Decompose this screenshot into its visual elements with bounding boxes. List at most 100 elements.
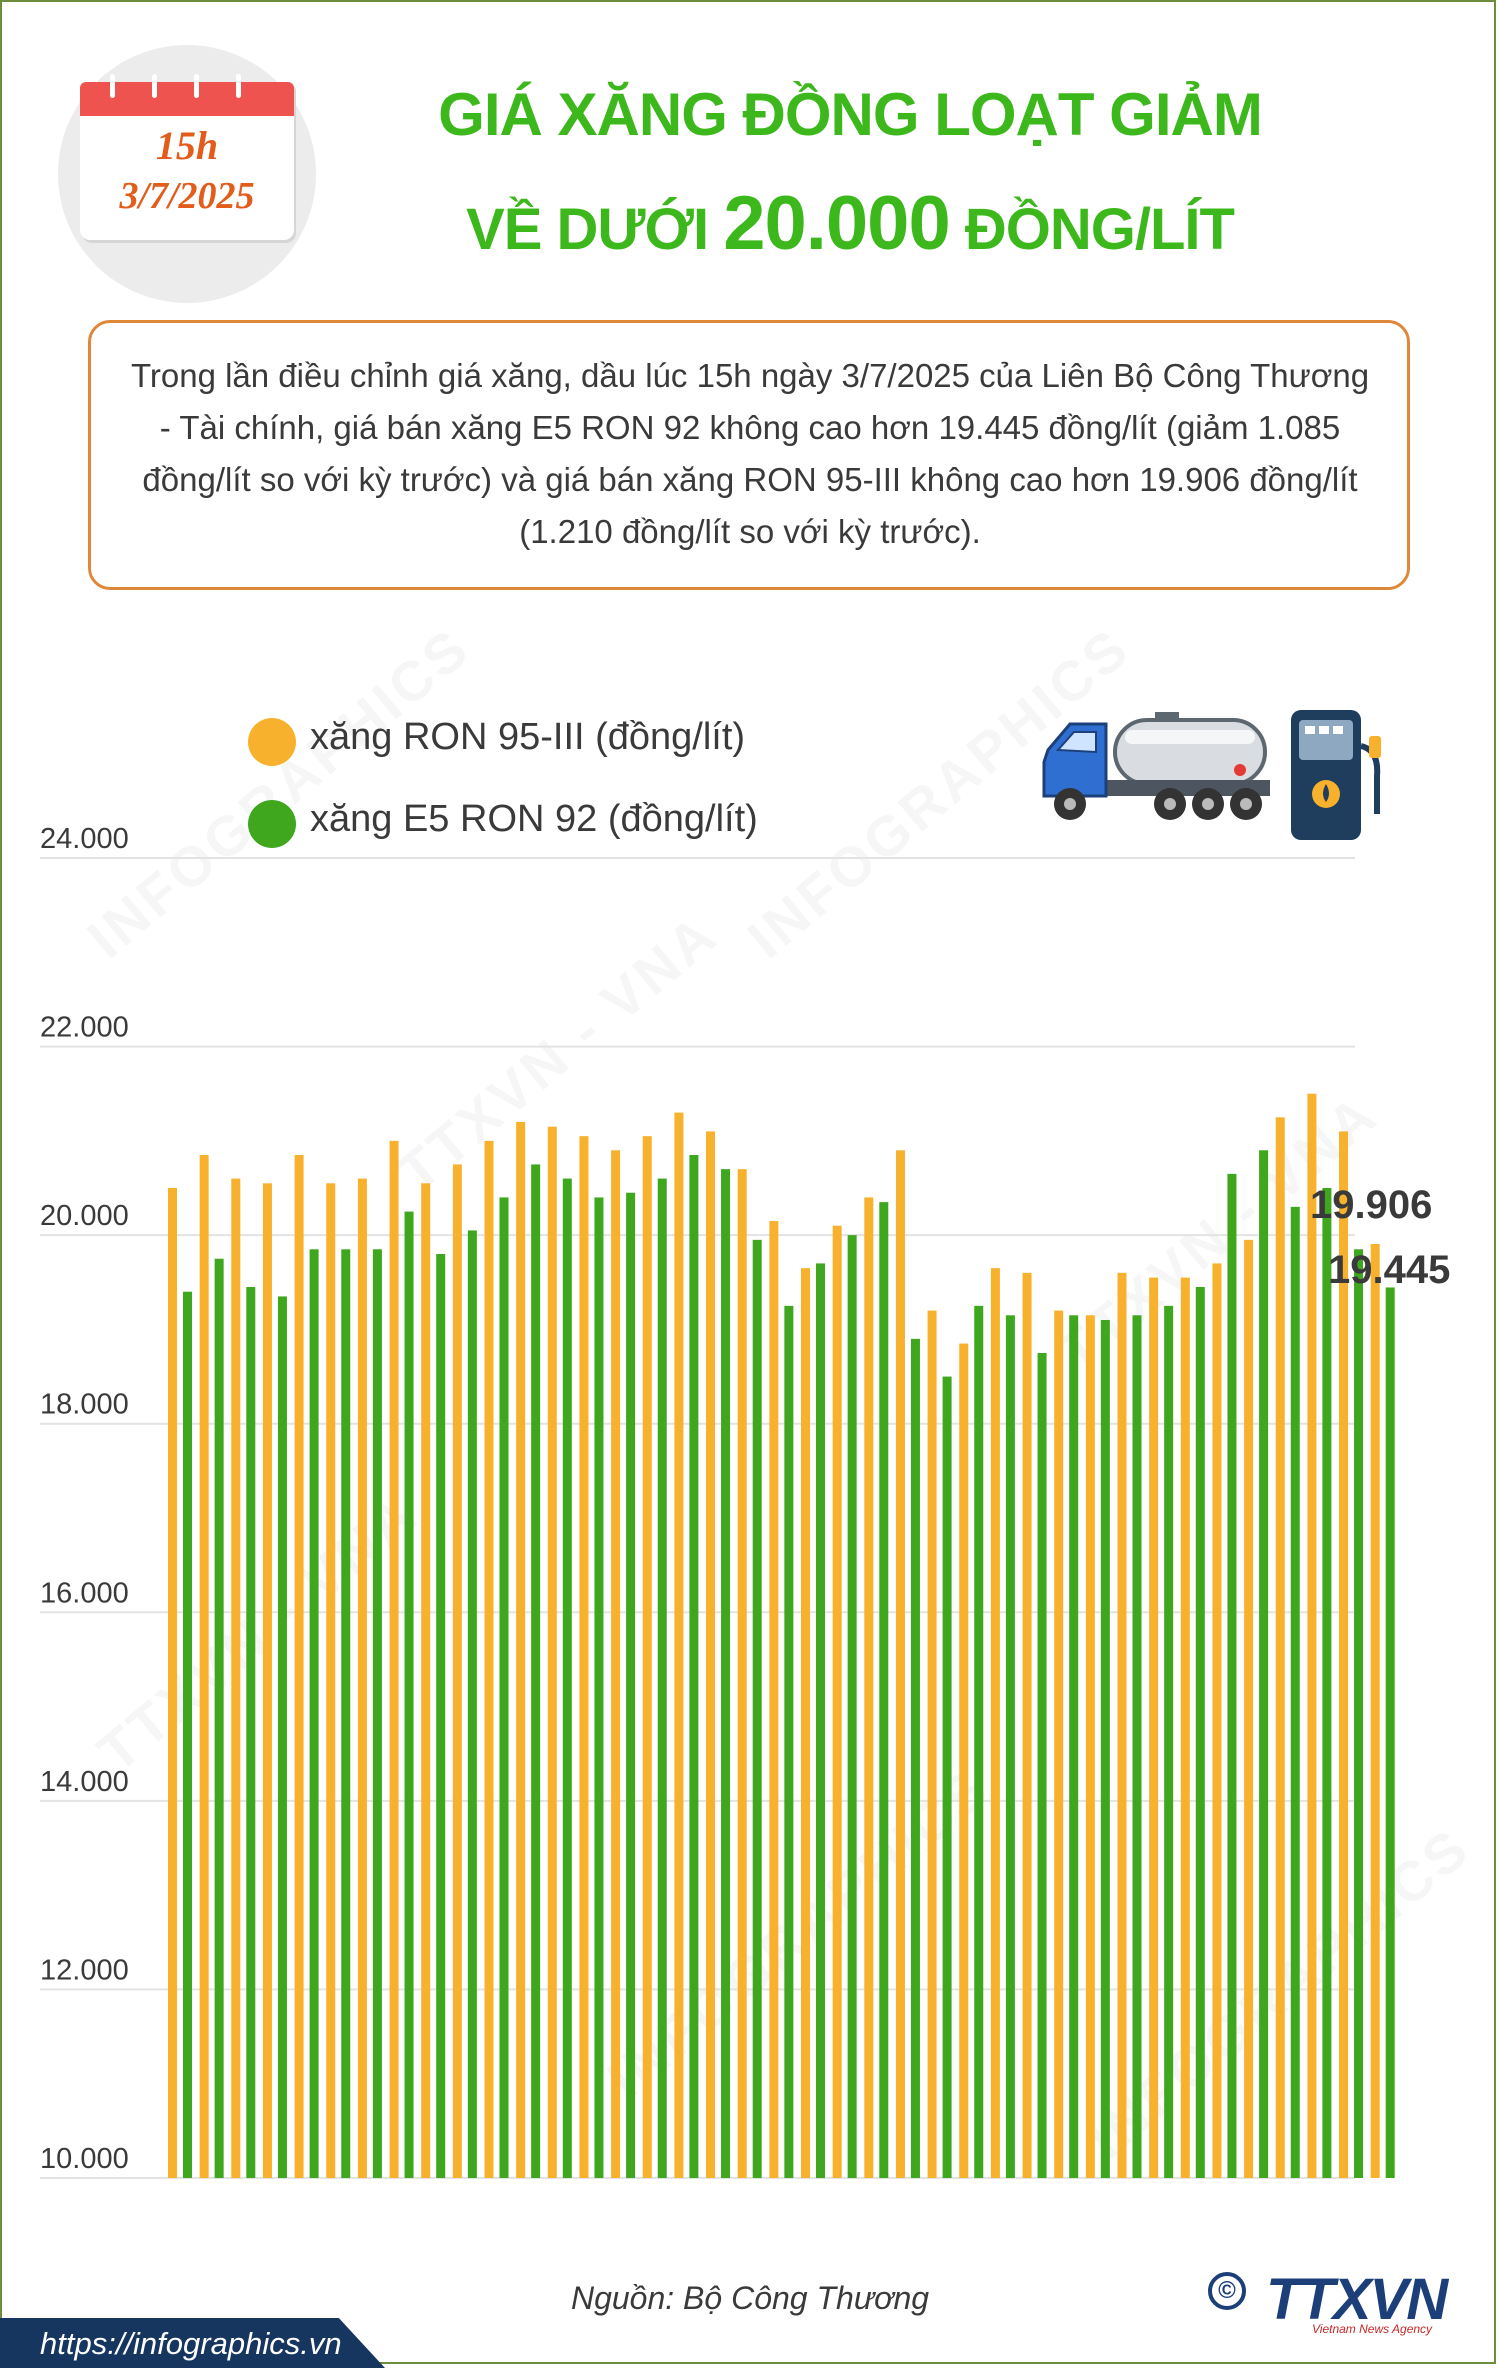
bar-ron95 <box>326 1183 336 2178</box>
bar-e5 <box>689 1155 699 2178</box>
bar-ron95 <box>231 1178 241 2178</box>
bar-ron95 <box>1212 1263 1222 2178</box>
y-tick-label: 22.000 <box>40 1012 129 1044</box>
bar-ron95 <box>706 1131 716 2178</box>
bar-ron95 <box>484 1140 494 2178</box>
bar-e5 <box>1290 1206 1300 2178</box>
bar-e5 <box>531 1164 541 2178</box>
bar-e5 <box>467 1230 477 2178</box>
bar-ron95 <box>674 1112 684 2178</box>
bar-e5 <box>1227 1173 1237 2178</box>
calendar-icon: 15h 3/7/2025 <box>80 74 294 240</box>
bar-e5 <box>404 1211 414 2178</box>
bar-ron95 <box>895 1150 905 2178</box>
bar-e5 <box>879 1202 889 2178</box>
url-bar <box>0 2318 385 2368</box>
legend-swatch-ron95 <box>248 718 296 766</box>
bar-ron95 <box>990 1268 1000 2178</box>
bar-ron95 <box>199 1155 209 2178</box>
bar-ron95 <box>1307 1093 1317 2178</box>
subtitle-prefix: VỀ DƯỚI <box>466 197 709 262</box>
bar-ron95 <box>832 1225 842 2178</box>
bar-e5 <box>341 1249 351 2178</box>
subtitle-number: 20.000 <box>723 181 950 266</box>
subtitle-suffix: ĐỒNG/LÍT <box>964 197 1235 262</box>
bar-e5 <box>1322 1188 1332 2178</box>
copyright-icon: © <box>1208 2272 1246 2310</box>
bar-ron95 <box>801 1268 810 2178</box>
bar-ron95 <box>294 1155 304 2178</box>
legend-swatch-e5 <box>248 800 296 848</box>
bar-e5 <box>1069 1315 1079 2178</box>
end-label-e5: 19.445 <box>1328 1248 1450 1292</box>
price-bar-chart: 10.000 12.000 14.000 16.000 18.000 20.000 22.0… <box>40 823 1450 2179</box>
bar-ron95 <box>1054 1310 1064 2178</box>
bar-ron95 <box>642 1136 652 2178</box>
bar-e5 <box>1037 1353 1047 2178</box>
summary-box <box>88 320 1410 590</box>
bar-e5 <box>626 1192 636 2178</box>
source-note: Nguồn: Bộ Công Thương <box>570 2280 930 2316</box>
bar-e5 <box>1354 1249 1364 2178</box>
summary-text: Trong lần điều chỉnh giá xăng, dầu lúc 1… <box>130 357 1370 550</box>
fuel-pump-icon <box>1291 710 1381 840</box>
bar-ron95 <box>547 1126 557 2178</box>
bar-ron95 <box>579 1136 589 2178</box>
bar-ron95 <box>1149 1277 1159 2178</box>
bar-ron95 <box>168 1188 177 2178</box>
bar-ron95 <box>452 1164 462 2178</box>
bar-e5 <box>1195 1287 1205 2178</box>
badge-date: 3/7/2025 <box>119 175 255 217</box>
y-tick-label: 18.000 <box>40 1389 129 1421</box>
bar-e5 <box>657 1178 667 2178</box>
bar-e5 <box>816 1263 825 2178</box>
chart-bars <box>168 1093 1395 2178</box>
bar-e5 <box>1259 1150 1269 2178</box>
chart-labels: 10.000 12.000 14.000 16.000 18.000 20.000 22.0… <box>40 823 1450 2175</box>
page-subtitle: VỀ DƯỚI 20.000 ĐỒNG/LÍT <box>350 180 1350 267</box>
fuel-tanker-truck-icon <box>1042 712 1270 820</box>
bar-ron95 <box>864 1197 874 2178</box>
bar-e5 <box>1132 1315 1142 2178</box>
bar-e5 <box>784 1305 794 2178</box>
bar-ron95 <box>421 1183 431 2178</box>
y-tick-label: 14.000 <box>40 1766 129 1798</box>
bar-ron95 <box>1022 1272 1032 2178</box>
bar-ron95 <box>737 1169 747 2178</box>
bar-e5 <box>499 1197 509 2178</box>
bar-ron95 <box>262 1183 272 2178</box>
site-url-link[interactable]: https://infographics.vn <box>40 2326 342 2361</box>
bar-e5 <box>246 1287 256 2178</box>
bar-e5 <box>721 1169 731 2178</box>
logo-subtitle: Vietnam News Agency <box>1312 2322 1433 2336</box>
bar-e5 <box>1005 1315 1015 2178</box>
y-tick-label: 16.000 <box>40 1577 129 1609</box>
bar-e5 <box>942 1376 952 2178</box>
bar-ron95 <box>357 1178 367 2178</box>
bar-ron95 <box>959 1343 969 2178</box>
bar-ron95 <box>1085 1315 1095 2178</box>
y-tick-label: 20.000 <box>40 1200 129 1232</box>
bar-e5 <box>214 1258 224 2178</box>
bar-ron95 <box>1339 1131 1349 2178</box>
y-tick-label: 10.000 <box>40 2143 129 2175</box>
calendar-header <box>80 74 294 116</box>
bar-e5 <box>1385 1287 1395 2178</box>
bar-ron95 <box>1117 1272 1127 2178</box>
bar-e5 <box>910 1338 920 2178</box>
badge-time: 15h <box>155 123 219 168</box>
bar-ron95 <box>389 1140 399 2178</box>
y-tick-label: 24.000 <box>40 823 129 855</box>
y-tick-label: 12.000 <box>40 1954 129 1986</box>
bar-e5 <box>372 1249 382 2178</box>
bar-e5 <box>277 1296 287 2178</box>
legend-label-ron95: xăng RON 95-III (đồng/lít) <box>310 716 746 758</box>
bar-e5 <box>974 1305 984 2178</box>
bar-e5 <box>1164 1305 1174 2178</box>
bar-ron95 <box>1275 1117 1285 2178</box>
bar-ron95 <box>611 1150 621 2178</box>
bar-ron95 <box>1370 1244 1380 2178</box>
bar-ron95 <box>927 1310 937 2178</box>
bar-ron95 <box>1244 1239 1254 2178</box>
